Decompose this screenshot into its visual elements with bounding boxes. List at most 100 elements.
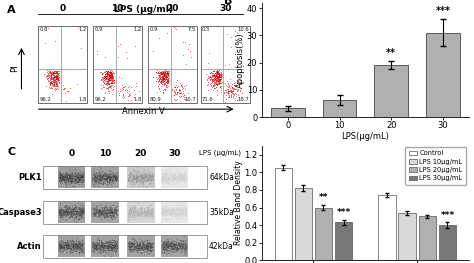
Point bbox=[174, 179, 182, 183]
Point bbox=[127, 245, 134, 250]
Point bbox=[136, 243, 144, 247]
Point bbox=[67, 175, 74, 179]
Point bbox=[72, 179, 80, 183]
Point bbox=[70, 177, 78, 181]
Point bbox=[127, 176, 135, 180]
Point bbox=[97, 217, 105, 221]
Point bbox=[229, 89, 237, 93]
Point bbox=[111, 210, 118, 214]
Point bbox=[98, 244, 105, 248]
Point bbox=[107, 180, 114, 184]
Point bbox=[61, 209, 68, 213]
Point bbox=[169, 177, 177, 181]
Point bbox=[163, 203, 170, 207]
Point bbox=[207, 81, 215, 85]
Point bbox=[59, 177, 66, 181]
Point bbox=[53, 79, 60, 83]
Point bbox=[76, 240, 83, 244]
Point bbox=[145, 209, 152, 213]
Point bbox=[91, 247, 99, 251]
Point bbox=[159, 78, 167, 82]
Point bbox=[70, 240, 77, 244]
Point bbox=[54, 78, 62, 83]
Point bbox=[129, 211, 137, 215]
Point bbox=[170, 209, 177, 213]
Point bbox=[163, 246, 170, 250]
Point bbox=[180, 242, 188, 246]
Point bbox=[64, 244, 72, 248]
Point bbox=[166, 177, 173, 181]
Point bbox=[165, 239, 173, 244]
Point bbox=[79, 209, 87, 213]
Point bbox=[57, 244, 64, 248]
Point bbox=[56, 179, 64, 183]
Point bbox=[78, 251, 85, 255]
Point bbox=[57, 210, 64, 214]
Point bbox=[173, 175, 181, 179]
Point bbox=[145, 215, 152, 219]
Point bbox=[146, 245, 154, 249]
Point bbox=[64, 179, 72, 183]
Point bbox=[111, 247, 118, 251]
Point bbox=[62, 176, 70, 180]
Point bbox=[178, 178, 186, 183]
Point bbox=[56, 170, 64, 174]
Point bbox=[173, 210, 181, 214]
Point bbox=[108, 72, 116, 77]
Point bbox=[102, 86, 109, 90]
Point bbox=[102, 176, 110, 180]
Point bbox=[76, 245, 83, 250]
Point bbox=[215, 72, 223, 76]
Point bbox=[66, 175, 73, 179]
Point bbox=[96, 176, 103, 180]
Point bbox=[94, 215, 102, 219]
Point bbox=[89, 249, 97, 253]
Point bbox=[91, 178, 98, 183]
Point bbox=[221, 89, 228, 94]
Point bbox=[149, 176, 157, 180]
Point bbox=[77, 208, 85, 213]
Point bbox=[215, 72, 223, 76]
Point bbox=[145, 178, 152, 182]
Point bbox=[178, 250, 185, 254]
Point bbox=[61, 86, 69, 90]
Point bbox=[111, 174, 119, 178]
Point bbox=[149, 213, 156, 217]
Point bbox=[57, 246, 65, 250]
Point bbox=[53, 75, 60, 79]
Point bbox=[182, 214, 190, 218]
Point bbox=[170, 241, 178, 246]
Point bbox=[164, 73, 172, 78]
Point bbox=[164, 240, 172, 244]
Point bbox=[158, 176, 166, 180]
Point bbox=[143, 213, 150, 217]
Point bbox=[74, 217, 82, 221]
Point bbox=[73, 210, 81, 214]
Point bbox=[50, 71, 57, 75]
Point bbox=[80, 206, 87, 211]
Point bbox=[55, 76, 62, 80]
Point bbox=[168, 250, 176, 254]
Point bbox=[106, 85, 113, 89]
Point bbox=[80, 210, 88, 215]
Point bbox=[71, 207, 78, 211]
Point bbox=[167, 172, 174, 176]
Point bbox=[169, 211, 176, 215]
Point bbox=[127, 250, 135, 254]
Point bbox=[163, 242, 170, 247]
Point bbox=[91, 174, 99, 178]
Point bbox=[170, 209, 177, 213]
Point bbox=[140, 178, 148, 182]
Point bbox=[108, 252, 116, 256]
Point bbox=[179, 244, 186, 249]
Point bbox=[167, 244, 175, 248]
Point bbox=[133, 214, 141, 218]
Point bbox=[54, 78, 62, 83]
Point bbox=[175, 243, 182, 247]
Point bbox=[91, 246, 99, 250]
Point bbox=[158, 212, 166, 216]
Point bbox=[106, 178, 114, 182]
Point bbox=[213, 73, 221, 78]
Point bbox=[144, 251, 152, 255]
Point bbox=[215, 80, 223, 84]
